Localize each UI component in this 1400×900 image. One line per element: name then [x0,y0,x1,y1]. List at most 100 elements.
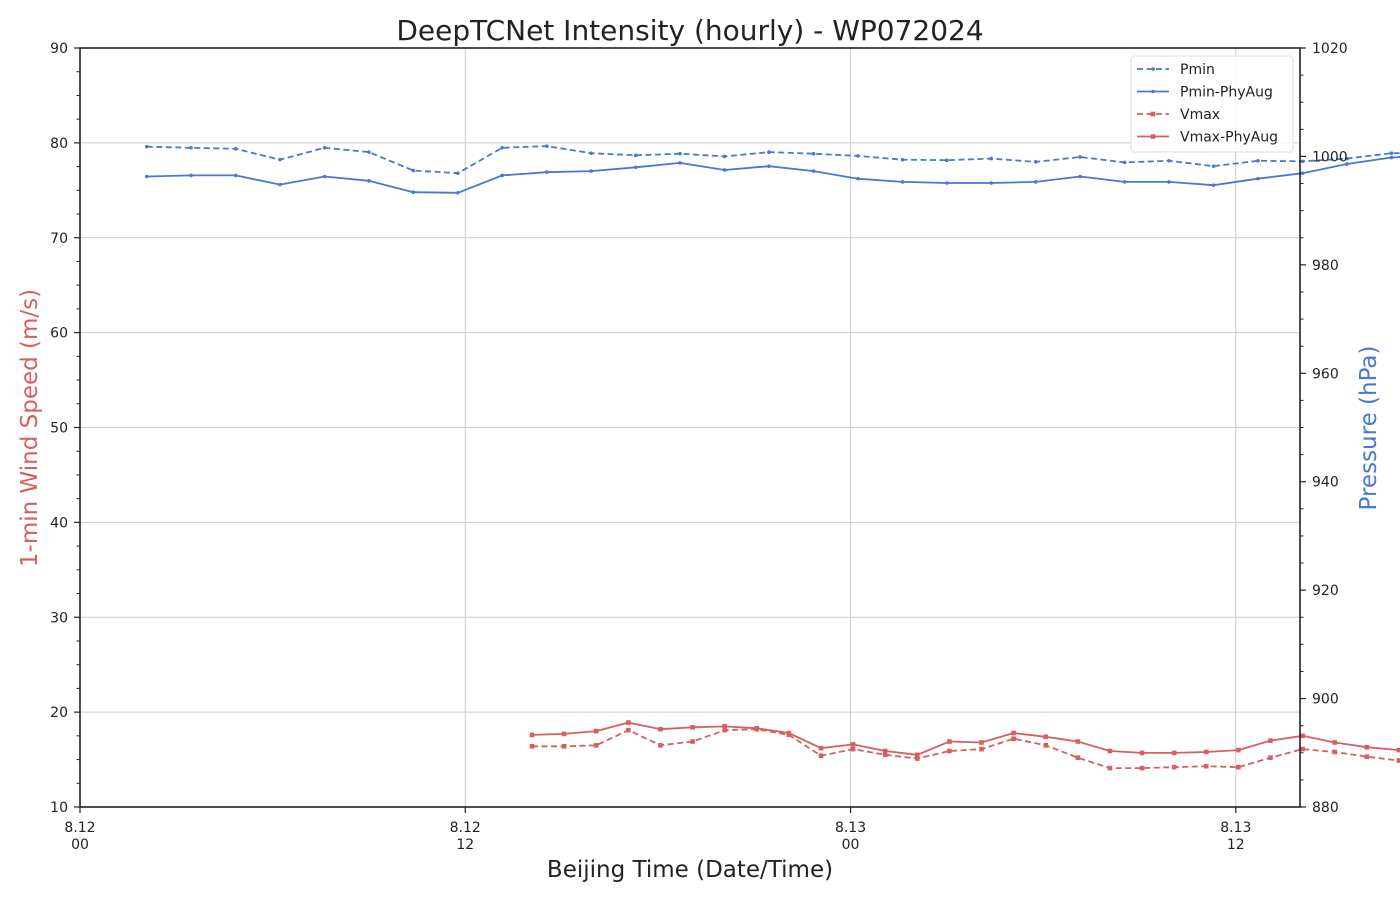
data-point [1078,155,1082,159]
data-point [658,743,663,748]
legend-marker [1150,134,1156,139]
data-point [947,739,952,744]
data-point [1396,758,1400,763]
grid [79,48,1300,807]
x-axis-label: Beijing Time (Date/Time) [547,857,833,883]
y-right-tick-label: 940 [1312,475,1339,491]
data-point [144,144,149,149]
data-point [989,181,993,185]
data-point [722,724,727,729]
data-point [1011,736,1016,741]
legend-marker [1151,67,1155,71]
y-axis-label-right: Pressure (hPa) [1356,346,1382,511]
data-point [529,743,535,749]
y-right-tick-label: 920 [1312,583,1339,599]
data-point [633,165,638,170]
y-left-tick-label: 60 [50,326,68,342]
data-point [589,169,593,173]
data-point [593,728,599,734]
data-point [189,145,193,150]
data-point [1171,764,1177,770]
data-point [1268,755,1273,760]
y-axis-right: 880 900 920 940 960 980 1000 1020 [1300,41,1348,816]
data-point [545,170,549,174]
x-tick-label: 8.12 [64,820,95,836]
data-point [367,179,371,183]
series-group [144,144,1400,771]
chart-title: DeepTCNet Intensity (hourly) - WP072024 [396,14,983,47]
data-point [811,169,816,173]
data-point [915,756,920,761]
data-point [1122,160,1127,165]
data-point [658,726,663,732]
data-point [856,176,860,181]
y-right-tick-label: 980 [1312,258,1339,274]
data-point [1256,176,1260,181]
y-left-tick-label: 90 [50,41,68,57]
data-point [979,740,984,745]
x-tick-label: 12 [1227,837,1245,853]
legend-label: Pmin-PhyAug [1180,85,1273,101]
data-point [1364,744,1370,750]
data-point [1033,160,1038,164]
series-vmax [529,726,1400,771]
data-point [545,144,549,148]
data-point [767,164,771,168]
data-point [1211,183,1216,187]
data-point [900,180,905,184]
data-point [1396,747,1400,753]
y-right-tick-label: 900 [1312,692,1339,708]
data-point [1075,739,1081,744]
data-point [1107,765,1113,771]
data-point [1203,749,1209,755]
data-point [945,181,949,185]
y-left-tick-label: 70 [50,231,68,247]
data-point [1300,159,1305,164]
data-point [690,739,695,744]
series-pmin [144,144,1400,176]
data-point [678,161,682,165]
data-point [1236,747,1241,753]
data-point [322,174,327,179]
data-point [1107,748,1113,754]
data-point [1256,158,1260,163]
legend-label: Vmax [1180,107,1220,123]
y-left-tick-label: 40 [50,515,68,531]
data-point [561,743,567,749]
data-point [1043,734,1049,740]
data-point [989,156,993,161]
data-point [367,150,371,154]
y-right-tick-label: 880 [1312,800,1339,816]
data-point [1332,740,1337,745]
legend-label: Pmin [1180,62,1215,78]
data-point [915,752,920,758]
x-tick-label: 00 [71,837,89,853]
data-point [322,145,327,150]
data-point [1167,158,1171,163]
data-point [1078,174,1082,179]
data-point [1211,164,1216,168]
data-point [722,168,727,172]
y-axis-label-left: 1-min Wind Speed (m/s) [17,289,43,567]
data-point [561,731,567,737]
data-point [1075,755,1081,760]
data-point [811,151,816,156]
data-point [144,174,149,179]
data-point [278,182,282,187]
data-point [1139,765,1145,771]
x-tick-label: 8.12 [450,820,481,836]
data-point [500,173,504,178]
y-left-tick-label: 10 [50,800,68,816]
data-point [1389,155,1394,160]
data-point [1043,743,1049,748]
data-point [722,727,727,733]
data-point [626,720,631,725]
data-point [1300,171,1305,176]
data-point [411,190,416,195]
data-point [411,168,416,173]
data-point [1011,730,1016,736]
data-point [1300,733,1305,739]
data-point [593,743,599,748]
data-point [1389,151,1394,155]
